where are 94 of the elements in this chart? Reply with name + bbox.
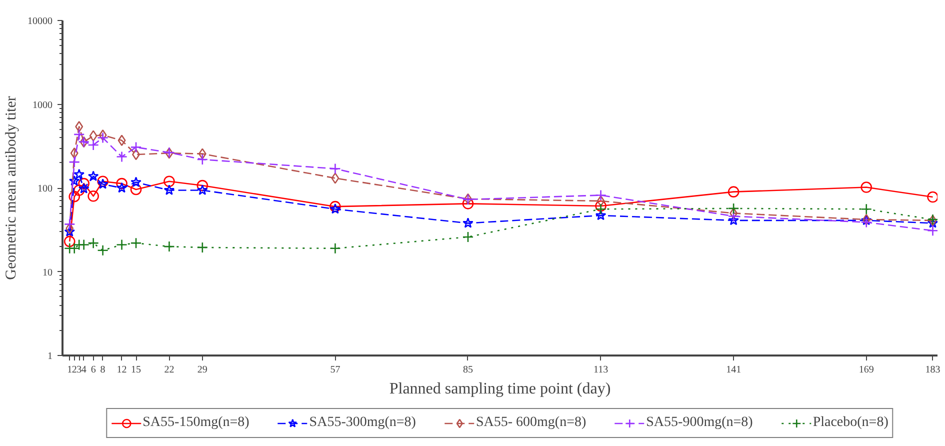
y-axis-title: Geometric mean antibody titer (4, 96, 20, 280)
x-tick-label: 29 (197, 364, 208, 376)
point (97, 176, 108, 188)
point (78, 239, 90, 250)
point (728, 186, 740, 198)
point (596, 195, 605, 207)
x-tick-label: 169 (858, 364, 874, 376)
point (330, 200, 341, 212)
point (730, 208, 738, 219)
point (331, 172, 340, 184)
point (88, 170, 99, 181)
x-tick-label: 141 (726, 364, 742, 376)
x-tick-label: 85 (462, 364, 473, 376)
point (728, 214, 739, 226)
x-tick-label: 4 (81, 364, 86, 376)
point (116, 178, 128, 190)
x-tick-label: 2 (72, 364, 77, 376)
point (927, 218, 938, 228)
x-tick-label: 57 (330, 364, 340, 376)
point (89, 130, 98, 142)
x-tick-label: 22 (164, 364, 174, 376)
point (860, 182, 872, 193)
point (130, 184, 142, 196)
y-tick-label: 1 (48, 351, 52, 362)
x-tick-label: 113 (593, 364, 608, 376)
point (164, 184, 175, 195)
point (97, 132, 108, 144)
point (64, 226, 76, 236)
point (330, 163, 341, 174)
point (116, 151, 128, 162)
y-tick-label: 100 (38, 184, 52, 194)
point (927, 224, 938, 236)
y-tick-label: 10000 (28, 16, 52, 27)
x-tick-label: 6 (90, 364, 96, 376)
legend-label: SA55- 600mg(n=8) (476, 415, 586, 431)
point (164, 176, 175, 188)
point (728, 210, 740, 222)
point (130, 176, 142, 187)
point (68, 175, 80, 186)
point (70, 147, 78, 159)
point (116, 239, 128, 250)
point (68, 190, 80, 202)
point (130, 142, 142, 153)
point (97, 244, 108, 256)
point (196, 242, 208, 254)
point (73, 128, 85, 140)
point (64, 236, 76, 248)
point (73, 184, 85, 196)
x-axis-title: Planned sampling time point (day) (389, 380, 611, 398)
point (860, 216, 872, 228)
legend-label: SA55-150mg(n=8) (142, 415, 250, 431)
y-tick-label: 1000 (32, 100, 52, 111)
point (927, 191, 938, 203)
point (75, 121, 84, 132)
x-tick-label: 8 (100, 364, 106, 376)
point (860, 203, 872, 215)
point (88, 139, 99, 151)
legend-label: Placebo(n=8) (812, 415, 888, 431)
point (78, 183, 90, 194)
y-tick-label: 10 (42, 267, 52, 278)
x-tick-label: 12 (116, 364, 127, 376)
point (64, 218, 76, 230)
x-tick-label: 183 (925, 364, 940, 376)
point (98, 129, 107, 141)
x-tick-label: 15 (131, 364, 142, 376)
point (97, 178, 108, 189)
point (595, 203, 606, 215)
point (595, 200, 606, 212)
point (88, 190, 99, 202)
point (196, 154, 208, 166)
x-tick-label: 1 (67, 364, 72, 376)
point (66, 222, 74, 234)
point (78, 178, 90, 190)
legend-label: SA55-900mg(n=8) (646, 415, 753, 431)
point (197, 184, 208, 195)
point (462, 198, 474, 210)
point (74, 168, 85, 180)
point (116, 182, 128, 193)
point (118, 134, 126, 146)
point (728, 202, 740, 214)
point (198, 148, 206, 160)
point (130, 237, 142, 249)
point (164, 240, 175, 252)
x-tick-label: 3 (76, 364, 82, 376)
legend-label: SA55-300mg(n=8) (309, 415, 416, 431)
point (88, 237, 99, 249)
point (330, 203, 341, 214)
point (595, 190, 606, 201)
point (68, 156, 80, 168)
point (595, 210, 606, 220)
point (462, 218, 474, 228)
point (330, 242, 341, 254)
point (196, 180, 208, 192)
point (462, 231, 474, 243)
